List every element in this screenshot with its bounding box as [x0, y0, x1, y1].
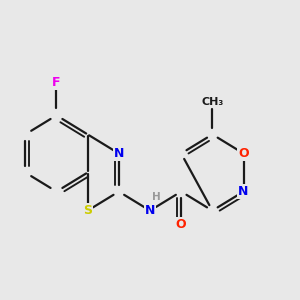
Text: H: H — [152, 192, 161, 202]
Text: N: N — [145, 204, 155, 217]
Text: O: O — [176, 218, 187, 231]
Text: N: N — [238, 185, 249, 198]
Text: CH₃: CH₃ — [201, 97, 224, 106]
Text: N: N — [114, 147, 124, 160]
Text: F: F — [52, 76, 61, 89]
Text: O: O — [238, 147, 249, 160]
Text: S: S — [83, 204, 92, 217]
